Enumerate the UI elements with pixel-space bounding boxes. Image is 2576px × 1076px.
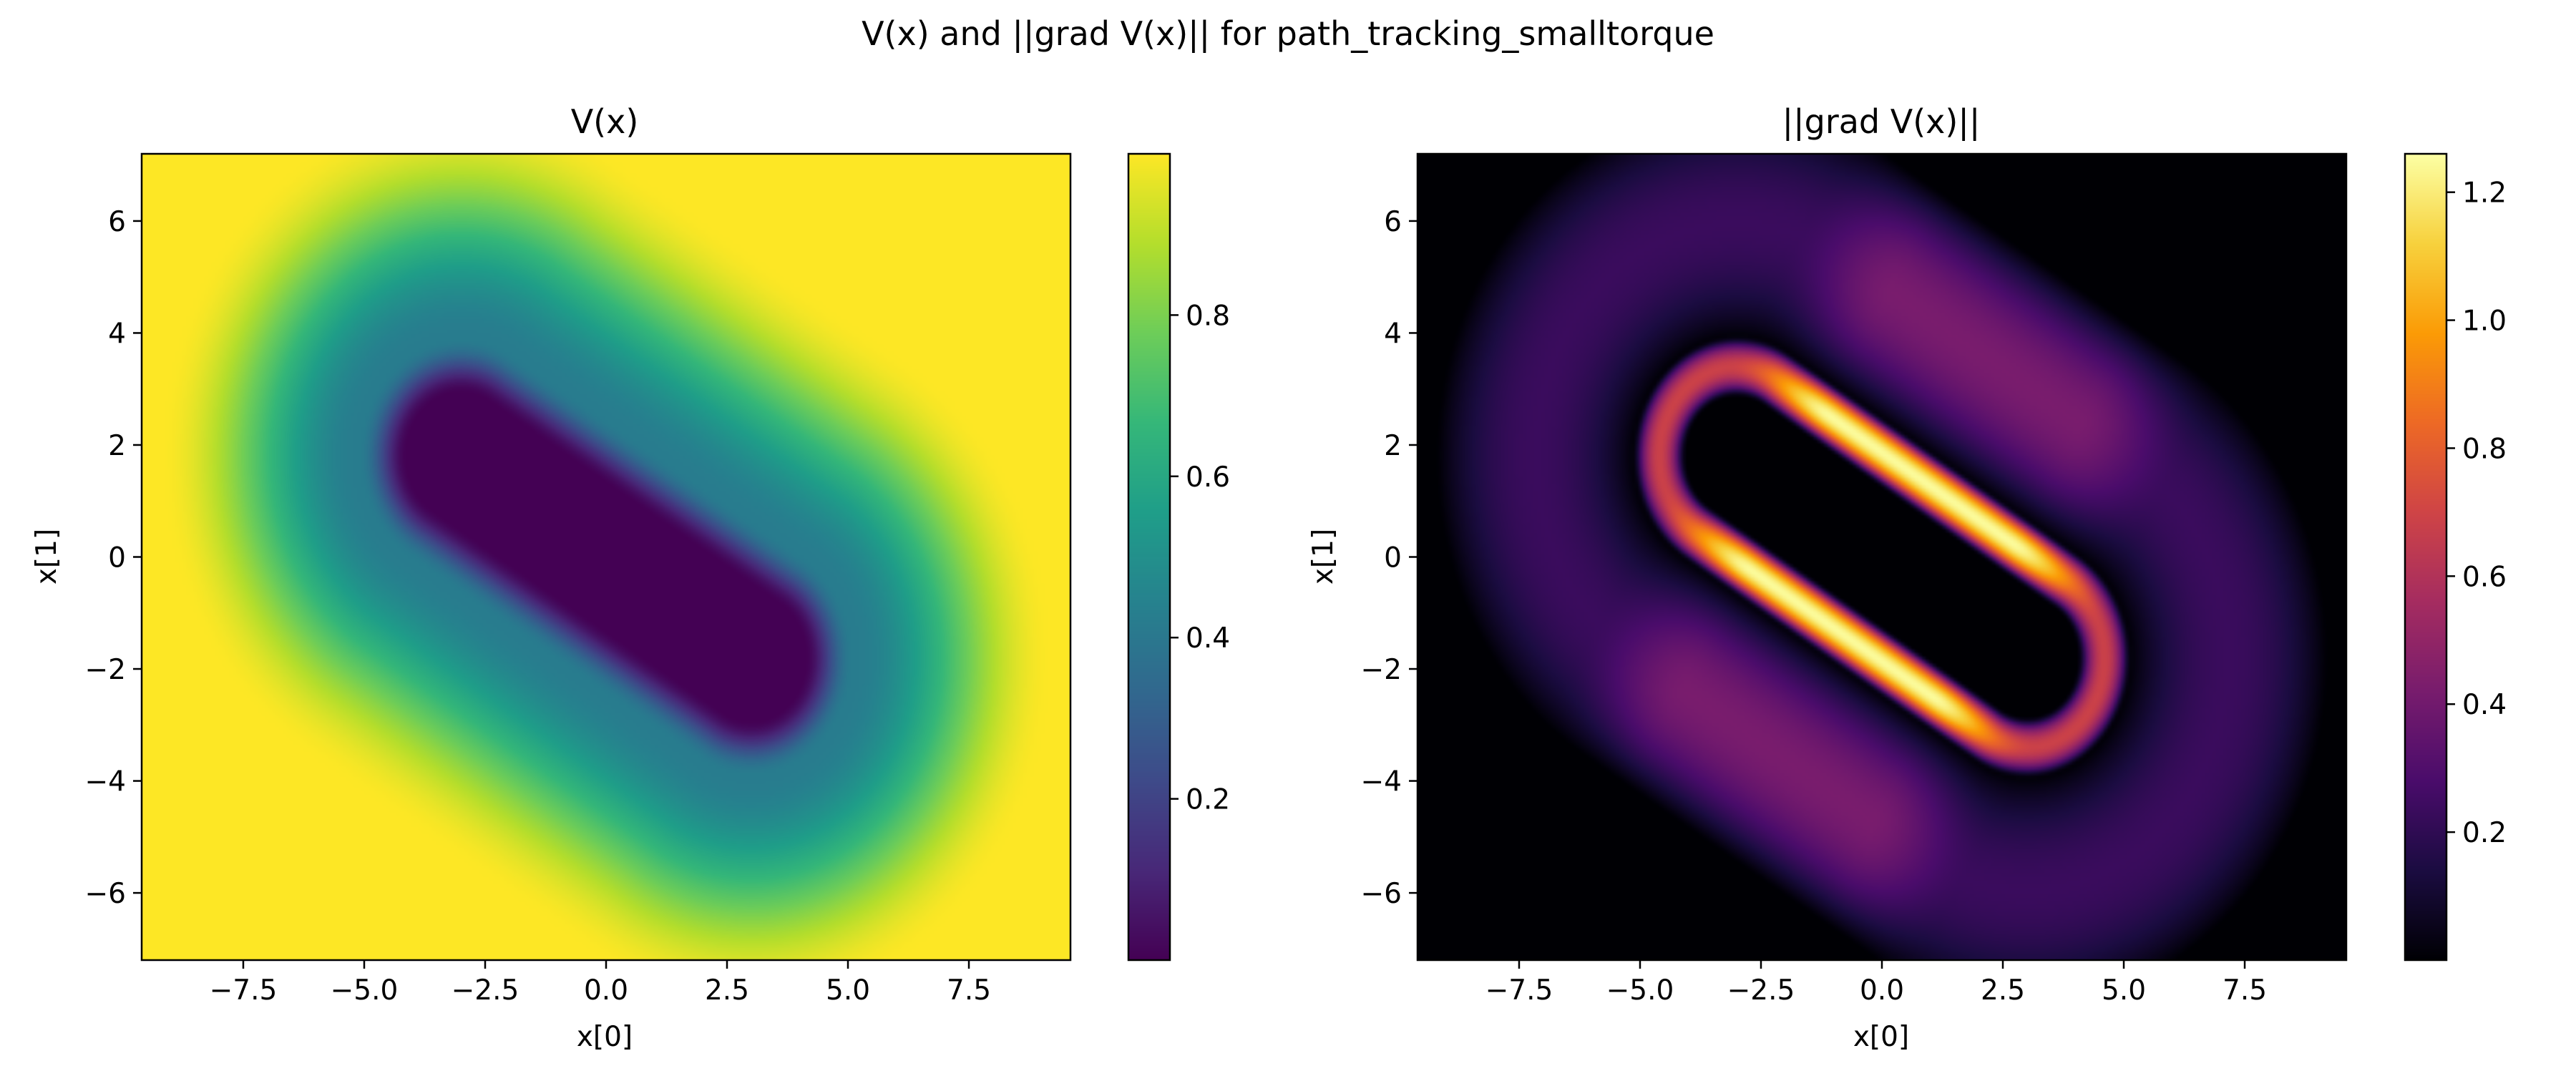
colorbar-canvas <box>1128 154 1170 960</box>
y-tick-label: −4 <box>85 766 127 798</box>
heatmap-plot-area <box>1418 154 2346 960</box>
colorbar-frame <box>1127 152 1171 962</box>
x-tick-label: −7.5 <box>1485 974 1553 1007</box>
x-tick-label: −2.5 <box>1727 974 1795 1007</box>
colorbar-tick-label: 1.0 <box>2462 305 2507 338</box>
y-axis-label: x[1] <box>31 529 63 585</box>
colorbar-tick-label: 1.2 <box>2462 177 2507 210</box>
y-tick-label: −2 <box>1361 654 1402 686</box>
y-tick-label: 4 <box>108 318 126 350</box>
y-tick-label: 2 <box>1384 430 1402 462</box>
y-tick-label: 4 <box>1384 318 1402 350</box>
panel-value-function: V(x) −7.5 −5.0 −2.5 0.0 2.5 5.0 7.5 −6 −4 −2 0 2 4 6… <box>31 102 1230 1053</box>
colorbar-canvas <box>2405 154 2446 960</box>
colorbar-frame <box>2404 152 2448 962</box>
colorbar-ticks: 0.2 0.4 0.6 0.8 1.0 1.2 <box>2446 177 2507 849</box>
x-axis-ticks: −7.5 −5.0 −2.5 0.0 2.5 5.0 7.5 <box>210 960 991 1007</box>
y-tick-label: 0 <box>1384 542 1402 574</box>
y-tick-label: −4 <box>1361 766 1402 798</box>
x-tick-label: −5.0 <box>331 974 399 1007</box>
x-axis-label: x[0] <box>577 1021 633 1053</box>
y-tick-label: −6 <box>1361 878 1402 910</box>
x-tick-label: 5.0 <box>2102 974 2146 1007</box>
x-tick-label: −5.0 <box>1606 974 1674 1007</box>
y-axis-ticks: −6 −4 −2 0 2 4 6 <box>1361 206 1418 910</box>
x-tick-label: 2.5 <box>1981 974 2025 1007</box>
x-tick-label: −7.5 <box>210 974 278 1007</box>
colorbar-tick-label: 0.8 <box>2462 433 2507 465</box>
x-tick-label: 7.5 <box>947 974 991 1007</box>
y-tick-label: 0 <box>108 542 126 574</box>
x-tick-label: 7.5 <box>2223 974 2267 1007</box>
panel-title: ||grad V(x)|| <box>1782 102 1981 142</box>
heatmap-canvas <box>1418 154 2346 960</box>
colorbar-tick-label: 0.6 <box>1186 461 1230 494</box>
x-axis-label: x[0] <box>1853 1021 1909 1053</box>
y-tick-label: 6 <box>1384 206 1402 238</box>
colorbar-tick-label: 0.4 <box>1186 622 1230 655</box>
y-axis-label: x[1] <box>1307 529 1340 585</box>
colorbar <box>1128 154 1170 960</box>
colorbar-tick-label: 0.8 <box>1186 300 1230 332</box>
y-axis-ticks: −6 −4 −2 0 2 4 6 <box>85 206 142 910</box>
heatmap-canvas <box>142 154 1070 960</box>
x-axis-ticks: −7.5 −5.0 −2.5 0.0 2.5 5.0 7.5 <box>1485 960 2267 1007</box>
y-tick-label: −6 <box>85 878 127 910</box>
colorbar-tick-label: 0.4 <box>2462 689 2507 721</box>
colorbar <box>2405 154 2446 960</box>
y-tick-label: 2 <box>108 430 126 462</box>
x-tick-label: 2.5 <box>705 974 749 1007</box>
panel-title: V(x) <box>571 102 639 141</box>
x-tick-label: 0.0 <box>584 974 628 1007</box>
x-tick-label: 5.0 <box>826 974 870 1007</box>
colorbar-tick-label: 0.6 <box>2462 561 2507 593</box>
colorbar-tick-label: 0.2 <box>1186 784 1230 816</box>
figure-title: V(x) and ||grad V(x)|| for path_tracking… <box>862 14 1714 54</box>
x-tick-label: 0.0 <box>1860 974 1904 1007</box>
panel-gradient-norm: ||grad V(x)|| −7.5 −5.0 −2.5 0.0 2.5 5.0 7.5 −… <box>1307 102 2507 1053</box>
x-tick-label: −2.5 <box>452 974 519 1007</box>
y-tick-label: 6 <box>108 206 126 238</box>
colorbar-tick-label: 0.2 <box>2462 817 2507 849</box>
colorbar-ticks: 0.2 0.4 0.6 0.8 <box>1170 300 1230 816</box>
y-tick-label: −2 <box>85 654 127 686</box>
heatmap-plot-area <box>142 154 1070 960</box>
